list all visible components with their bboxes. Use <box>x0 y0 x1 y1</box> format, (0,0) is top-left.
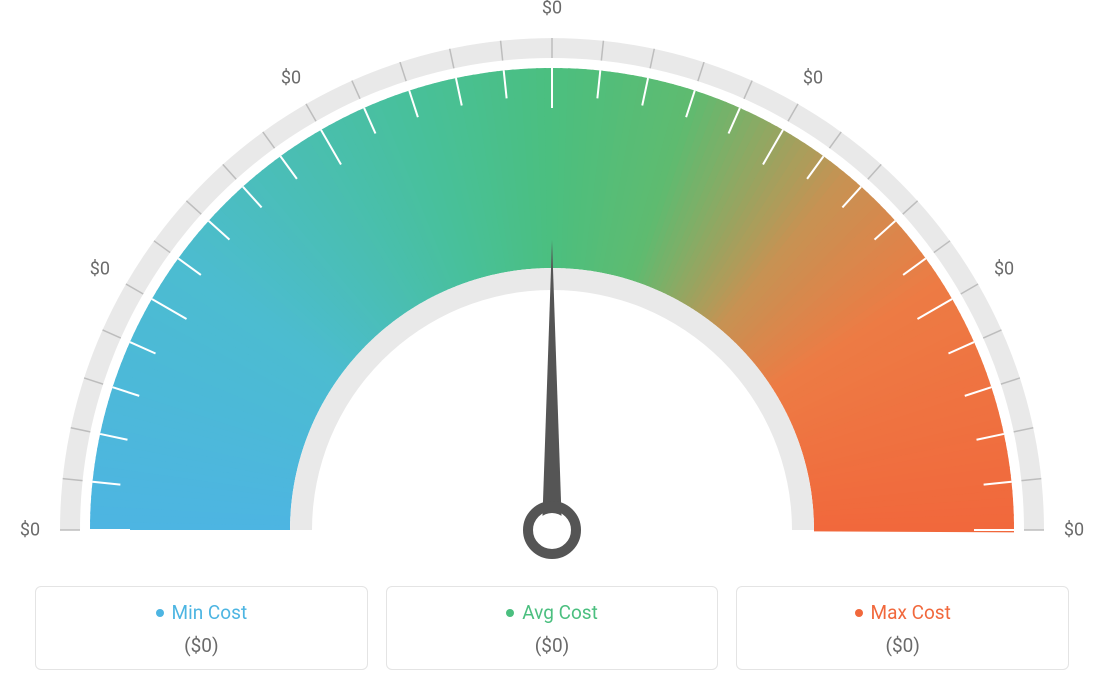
legend-label-avg: Avg Cost <box>522 601 598 624</box>
scale-label: $0 <box>803 67 823 88</box>
gauge-chart-container: $0 $0 $0 $0 $0 $0 $0 Min Cost ($0) Avg Cost ($… <box>0 0 1104 690</box>
legend-title-line: Max Cost <box>747 601 1058 624</box>
gauge-area: $0 $0 $0 $0 $0 $0 $0 <box>0 0 1104 560</box>
scale-label: $0 <box>20 520 40 541</box>
legend-title-line: Avg Cost <box>397 601 708 624</box>
scale-label: $0 <box>281 67 301 88</box>
legend-dot-max <box>855 609 863 617</box>
scale-label: $0 <box>542 0 562 19</box>
legend-dot-avg <box>506 609 514 617</box>
scale-label: $0 <box>1064 520 1084 541</box>
legend-label-min: Min Cost <box>172 601 248 624</box>
gauge-svg <box>0 0 1104 580</box>
legend-value-max: ($0) <box>747 634 1058 657</box>
legend-value-avg: ($0) <box>397 634 708 657</box>
legend-value-min: ($0) <box>46 634 357 657</box>
legend-box-avg: Avg Cost ($0) <box>386 586 719 670</box>
legend-row: Min Cost ($0) Avg Cost ($0) Max Cost ($0… <box>35 586 1069 670</box>
legend-label-max: Max Cost <box>871 601 951 624</box>
legend-box-min: Min Cost ($0) <box>35 586 368 670</box>
scale-label: $0 <box>994 259 1014 280</box>
legend-dot-min <box>156 609 164 617</box>
legend-title-line: Min Cost <box>46 601 357 624</box>
scale-label: $0 <box>90 259 110 280</box>
legend-box-max: Max Cost ($0) <box>736 586 1069 670</box>
